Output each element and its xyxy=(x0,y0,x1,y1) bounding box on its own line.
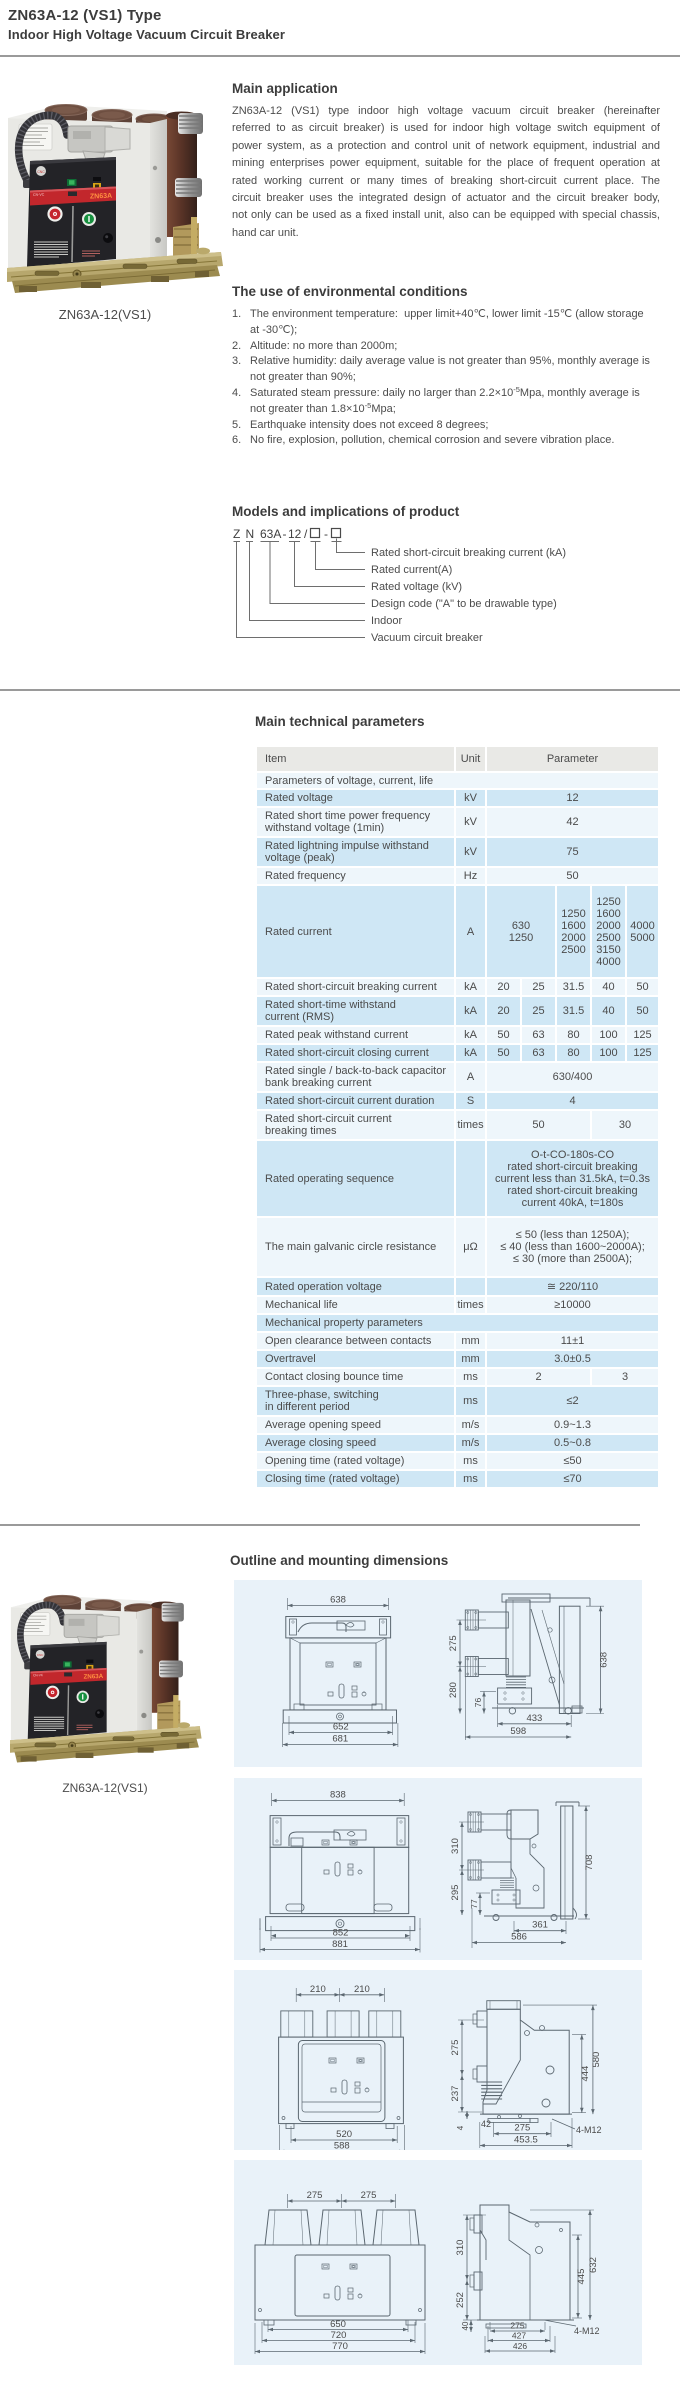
svg-text:Rated current(A): Rated current(A) xyxy=(371,564,452,576)
svg-text:275: 275 xyxy=(514,2123,530,2134)
svg-text:838: 838 xyxy=(330,1790,346,1801)
svg-text:280: 280 xyxy=(448,1682,459,1698)
svg-text:40: 40 xyxy=(461,2321,470,2330)
svg-text:4-M12: 4-M12 xyxy=(576,2125,602,2135)
svg-text:CNC: CNC xyxy=(37,170,45,174)
svg-text:-: - xyxy=(283,527,287,541)
svg-text:708: 708 xyxy=(584,1855,595,1871)
svg-text:586: 586 xyxy=(511,1932,527,1943)
svg-text:Z: Z xyxy=(233,527,240,541)
svg-text:Indoor: Indoor xyxy=(371,615,403,627)
svg-text:-: - xyxy=(324,527,328,541)
svg-text:881: 881 xyxy=(332,1939,348,1950)
svg-text:Vacuum circuit breaker: Vacuum circuit breaker xyxy=(371,632,483,644)
svg-text:42: 42 xyxy=(481,2119,491,2129)
svg-text:638: 638 xyxy=(599,1652,610,1668)
svg-text:210: 210 xyxy=(354,1984,370,1995)
svg-text:427: 427 xyxy=(512,2331,526,2341)
svg-text:632: 632 xyxy=(588,2257,599,2273)
svg-text:650: 650 xyxy=(330,2319,346,2330)
svg-text:580: 580 xyxy=(591,2052,602,2068)
svg-text:63A: 63A xyxy=(260,527,281,541)
svg-text:652: 652 xyxy=(333,1721,349,1732)
svg-text:426: 426 xyxy=(513,2341,527,2351)
svg-text:638: 638 xyxy=(330,1595,346,1606)
svg-text:4-M12: 4-M12 xyxy=(574,2326,600,2336)
svg-text:CN-VC: CN-VC xyxy=(33,1673,44,1677)
svg-text:453.5: 453.5 xyxy=(514,2135,538,2146)
svg-text:720: 720 xyxy=(331,2330,347,2341)
svg-text:275: 275 xyxy=(450,2040,461,2056)
svg-text:361: 361 xyxy=(532,1920,548,1931)
svg-text:Rated short-circuit breaking c: Rated short-circuit breaking current (kA… xyxy=(371,547,566,559)
svg-text:295: 295 xyxy=(450,1885,461,1901)
svg-text:N: N xyxy=(246,527,255,541)
svg-text:12: 12 xyxy=(288,527,302,541)
svg-text:275: 275 xyxy=(361,2190,377,2201)
svg-text:CN-VC: CN-VC xyxy=(33,193,45,197)
svg-text:CNC: CNC xyxy=(37,1653,44,1657)
svg-text:310: 310 xyxy=(450,1838,461,1854)
svg-text:Rated voltage (kV): Rated voltage (kV) xyxy=(371,581,462,593)
svg-text:275: 275 xyxy=(510,2321,524,2331)
svg-text:588: 588 xyxy=(334,2140,350,2150)
svg-text:210: 210 xyxy=(310,1984,326,1995)
svg-text:76: 76 xyxy=(473,1698,483,1708)
svg-text:275: 275 xyxy=(307,2190,323,2201)
svg-text:ZN63A: ZN63A xyxy=(83,1673,103,1681)
svg-text:Design code ("A" to be drawabl: Design code ("A" to be drawable type) xyxy=(371,598,557,610)
svg-text:681: 681 xyxy=(332,1734,348,1745)
svg-text:77: 77 xyxy=(469,1899,479,1909)
svg-text:ZN63A: ZN63A xyxy=(90,193,112,201)
svg-text:852: 852 xyxy=(333,1928,349,1939)
svg-text:444: 444 xyxy=(580,2066,591,2082)
svg-text:275: 275 xyxy=(448,1635,459,1651)
svg-text:433: 433 xyxy=(526,1713,542,1724)
svg-text:520: 520 xyxy=(336,2129,352,2140)
svg-text:445: 445 xyxy=(576,2269,587,2285)
svg-text:4: 4 xyxy=(456,2125,465,2130)
svg-text:770: 770 xyxy=(332,2341,348,2352)
svg-text:237: 237 xyxy=(450,2086,461,2102)
svg-text:310: 310 xyxy=(455,2240,466,2256)
svg-text:/: / xyxy=(304,527,308,541)
svg-text:598: 598 xyxy=(510,1726,526,1737)
svg-text:252: 252 xyxy=(455,2292,466,2308)
